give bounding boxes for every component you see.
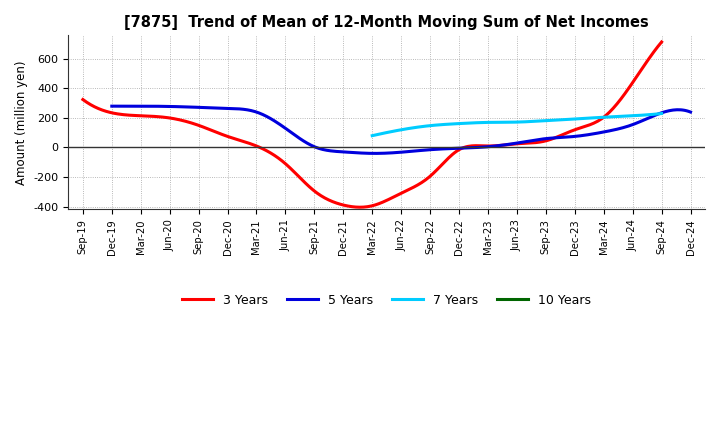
Title: [7875]  Trend of Mean of 12-Month Moving Sum of Net Incomes: [7875] Trend of Mean of 12-Month Moving …	[125, 15, 649, 30]
Legend: 3 Years, 5 Years, 7 Years, 10 Years: 3 Years, 5 Years, 7 Years, 10 Years	[177, 289, 596, 312]
Y-axis label: Amount (million yen): Amount (million yen)	[15, 60, 28, 185]
